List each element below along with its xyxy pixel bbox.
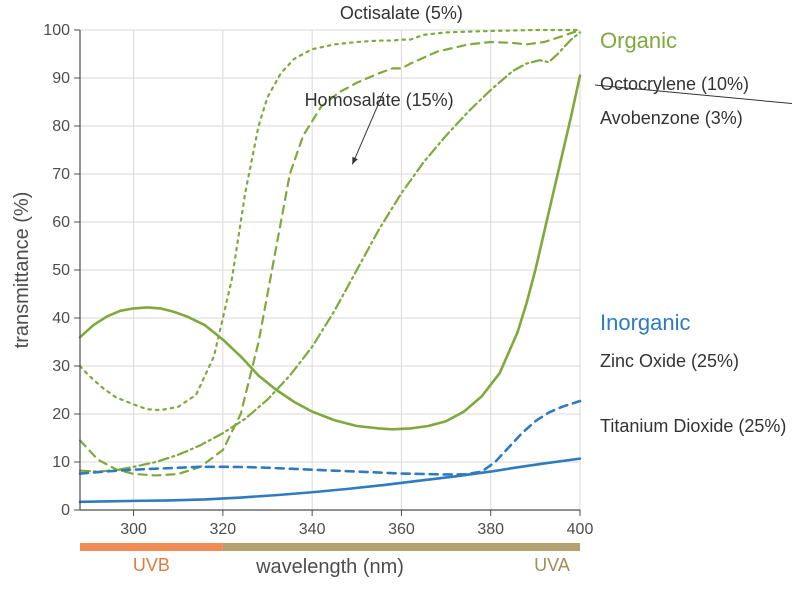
y-tick-label: 10 (52, 454, 70, 471)
y-tick-label: 0 (61, 502, 70, 519)
label-octocrylene: Octocrylene (10%) (600, 74, 749, 94)
series-avobenzone (80, 76, 580, 430)
y-tick-label: 90 (52, 70, 70, 87)
y-tick-label: 70 (52, 166, 70, 183)
heading-organic: Organic (600, 28, 677, 53)
series-zinc_oxide (80, 401, 580, 474)
label-zinc_oxide: Zinc Oxide (25%) (600, 351, 739, 371)
x-tick-label: 340 (299, 521, 326, 538)
y-tick-label: 50 (52, 262, 70, 279)
y-axis-title: transmittance (%) (11, 192, 33, 349)
x-tick-label: 360 (388, 521, 415, 538)
label-homosalate: Homosalate (15%) (305, 90, 454, 110)
transmittance-chart: 0 10 20 30 40 50 60 70 80 90 100 300 320 340 360 380 400… (0, 0, 792, 594)
x-axis-title: wavelength (nm) (255, 556, 404, 578)
band-label-uva: UVA (534, 555, 570, 575)
x-tick-label: 380 (477, 521, 504, 538)
y-tick-label: 30 (52, 358, 70, 375)
x-tick-label: 320 (210, 521, 237, 538)
x-tick-label: 300 (120, 521, 147, 538)
band-label-uvb: UVB (133, 555, 170, 575)
y-tick-label: 80 (52, 118, 70, 135)
band-UVB (80, 543, 223, 551)
series-titanium_dioxide (80, 459, 580, 502)
label-octisalate: Octisalate (5%) (340, 3, 463, 23)
band-UVA (223, 543, 580, 551)
label-titanium_dioxide: Titanium Dioxide (25%) (600, 416, 786, 436)
y-tick-label: 100 (43, 22, 70, 39)
y-tick-label: 20 (52, 406, 70, 423)
x-tick-label: 400 (567, 521, 594, 538)
y-tick-label: 40 (52, 310, 70, 327)
label-avobenzone: Avobenzone (3%) (600, 108, 743, 128)
heading-inorganic: Inorganic (600, 310, 691, 335)
series-octisalate (80, 30, 580, 410)
y-tick-label: 60 (52, 214, 70, 231)
chart-container: { "chart": { "type": "line", "width": 79… (0, 0, 792, 594)
